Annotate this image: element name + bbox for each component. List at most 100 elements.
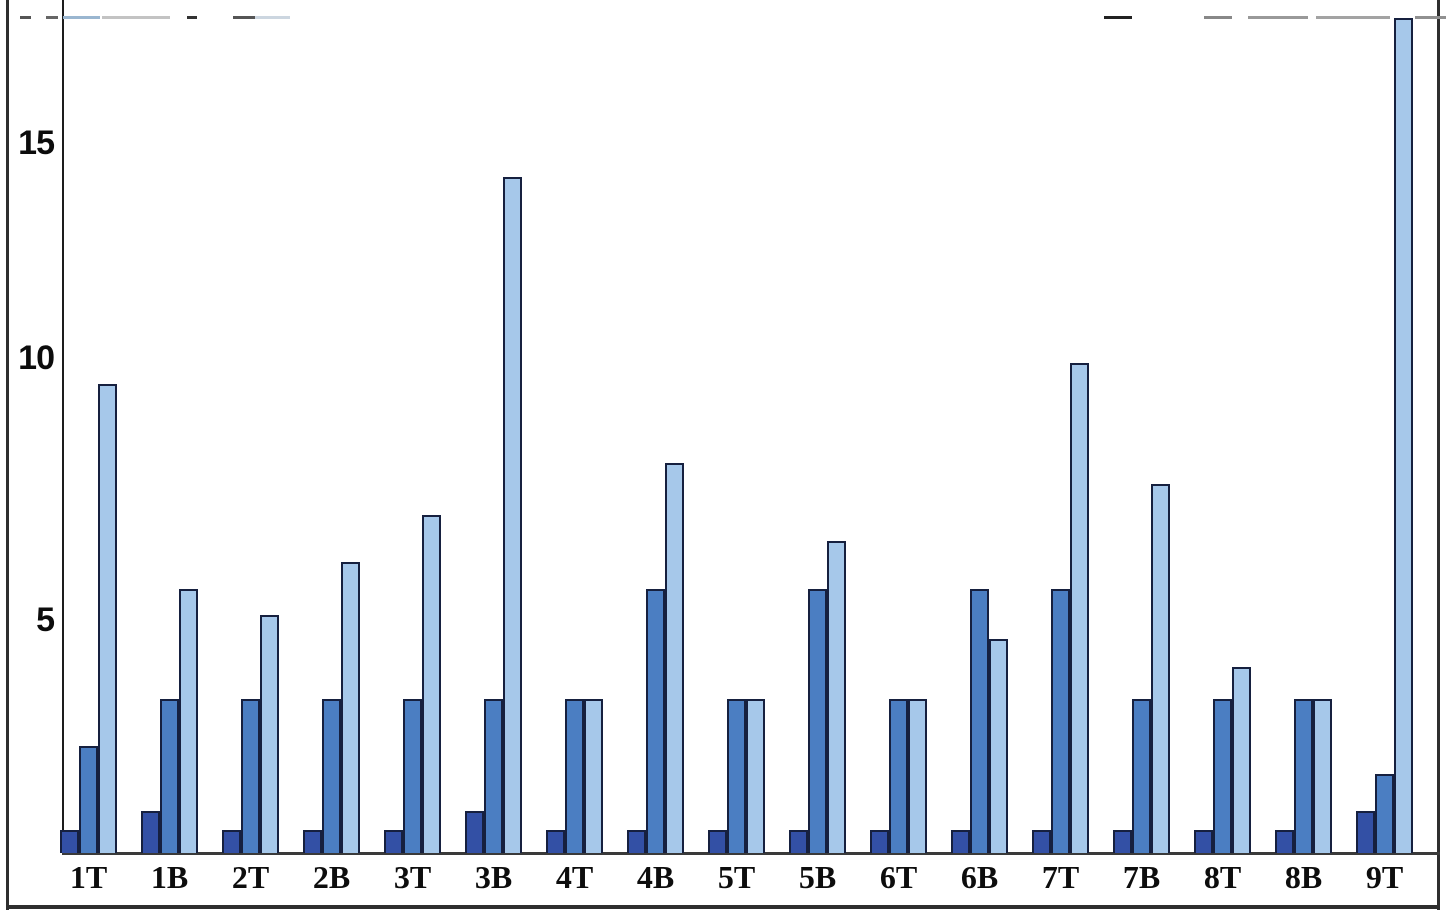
bar-dark-blue-7B [1113, 830, 1132, 853]
bar-group-6B: 6B [951, 0, 1008, 893]
x-tick-label: 5B [798, 859, 837, 895]
bar-dark-blue-6T [870, 830, 889, 853]
bar-group-8B: 8B [1275, 0, 1332, 893]
y-tick-label: 10 [18, 339, 55, 377]
top-dashed-line-segment [187, 16, 197, 19]
bar-light-blue-4T [584, 699, 603, 853]
bar-group-3B: 3B [465, 0, 522, 893]
bar-light-blue-3T [422, 515, 441, 853]
bar-group-3T: 3T [384, 0, 441, 893]
bar-light-blue-8B [1313, 699, 1332, 853]
bar-medium-blue-8B [1294, 699, 1313, 853]
x-axis-baseline [62, 852, 1440, 855]
bar-dark-blue-6B [951, 830, 970, 853]
top-dashed-line-segment [233, 16, 255, 19]
bar-light-blue-1B [179, 589, 198, 853]
bar-medium-blue-3B [484, 699, 503, 853]
top-dashed-line-segment [102, 16, 170, 19]
bar-group-2T: 2T [222, 0, 279, 893]
x-tick-label: 6T [879, 859, 918, 895]
bar-light-blue-6B [989, 639, 1008, 853]
bar-group-7T: 7T [1032, 0, 1089, 893]
top-dashed-line-segment [255, 16, 290, 19]
bar-dark-blue-4T [546, 830, 565, 853]
bar-medium-blue-6B [970, 589, 989, 853]
y-tick-label: 15 [18, 124, 55, 162]
figure-frame-left-border [6, 0, 9, 910]
bar-medium-blue-4T [565, 699, 584, 853]
top-dashed-line-segment [63, 16, 100, 19]
bar-medium-blue-3T [403, 699, 422, 853]
bar-group-1T: 1T [60, 0, 117, 893]
x-tick-label: 8B [1284, 859, 1323, 895]
bar-plot-area: 1T 1B 2T 2B 3T 3B 4T 4B 5T 5B 6T 6B 7T 7B 8T 8B 9T [60, 0, 1413, 893]
bar-group-6T: 6T [870, 0, 927, 893]
top-dashed-line-segment [46, 16, 58, 19]
bar-dark-blue-5T [708, 830, 727, 853]
bar-dark-blue-3T [384, 830, 403, 853]
bar-light-blue-1T [98, 384, 117, 853]
bar-group-7B: 7B [1113, 0, 1170, 893]
bar-medium-blue-5T [727, 699, 746, 853]
top-dashed-line-segment [20, 16, 31, 19]
bar-light-blue-5T [746, 699, 765, 853]
bar-light-blue-6T [908, 699, 927, 853]
x-tick-label: 1T [69, 859, 108, 895]
bar-dark-blue-1B [141, 811, 160, 853]
bar-group-4T: 4T [546, 0, 603, 893]
x-tick-label: 5T [717, 859, 756, 895]
bar-medium-blue-1T [79, 746, 98, 853]
bar-light-blue-2T [260, 615, 279, 853]
x-tick-label: 4B [636, 859, 675, 895]
bar-dark-blue-7T [1032, 830, 1051, 853]
bar-dark-blue-3B [465, 811, 484, 853]
bar-group-5T: 5T [708, 0, 765, 893]
bar-dark-blue-5B [789, 830, 808, 853]
bar-medium-blue-7B [1132, 699, 1151, 853]
bar-medium-blue-2B [322, 699, 341, 853]
x-tick-label: 7T [1041, 859, 1080, 895]
bar-group-4B: 4B [627, 0, 684, 893]
x-tick-label: 3T [393, 859, 432, 895]
bar-light-blue-4B [665, 463, 684, 853]
bar-dark-blue-8T [1194, 830, 1213, 853]
x-tick-label: 6B [960, 859, 999, 895]
top-dashed-line-segment [1204, 16, 1232, 19]
bar-light-blue-9T [1394, 18, 1413, 853]
x-tick-label: 8T [1203, 859, 1242, 895]
bar-dark-blue-2B [303, 830, 322, 853]
x-tick-label: 1B [150, 859, 189, 895]
bar-medium-blue-2T [241, 699, 260, 853]
bar-dark-blue-4B [627, 830, 646, 853]
bar-light-blue-7B [1151, 484, 1170, 853]
bar-light-blue-5B [827, 541, 846, 853]
figure-frame-right-border [1437, 0, 1440, 910]
x-tick-label: 2B [312, 859, 351, 895]
bar-group-5B: 5B [789, 0, 846, 893]
y-tick-label: 5 [36, 601, 55, 639]
bar-group-2B: 2B [303, 0, 360, 893]
bar-dark-blue-1T [60, 830, 79, 853]
x-tick-label: 3B [474, 859, 513, 895]
x-tick-label: 4T [555, 859, 594, 895]
bar-group-9T: 9T [1356, 0, 1413, 893]
bar-group-8T: 8T [1194, 0, 1251, 893]
bar-dark-blue-9T [1356, 811, 1375, 853]
bar-group-1B: 1B [141, 0, 198, 893]
bar-medium-blue-5B [808, 589, 827, 853]
bar-medium-blue-9T [1375, 774, 1394, 853]
x-tick-label: 9T [1365, 859, 1404, 895]
bar-dark-blue-8B [1275, 830, 1294, 853]
x-tick-label: 7B [1122, 859, 1161, 895]
bar-light-blue-7T [1070, 363, 1089, 853]
bar-medium-blue-6T [889, 699, 908, 853]
bar-light-blue-2B [341, 562, 360, 853]
bar-light-blue-3B [503, 177, 522, 853]
y-axis-line [62, 0, 64, 854]
top-dashed-line-segment [1316, 16, 1390, 19]
top-dashed-line-segment [1104, 16, 1132, 19]
x-tick-label: 2T [231, 859, 270, 895]
bar-medium-blue-8T [1213, 699, 1232, 853]
top-dashed-line-segment [1415, 16, 1446, 19]
bar-medium-blue-1B [160, 699, 179, 853]
